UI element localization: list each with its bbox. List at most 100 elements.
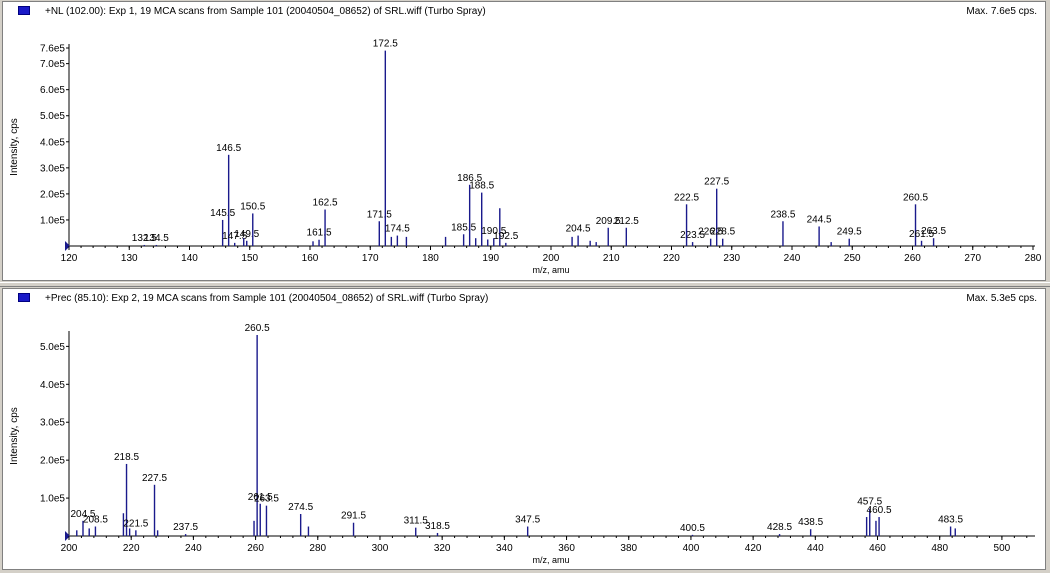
peak-label: 274.5 bbox=[288, 502, 313, 513]
peak-label: 209.5 bbox=[596, 216, 621, 227]
x-tick-label: 270 bbox=[964, 253, 981, 264]
x-tick-label: 400 bbox=[683, 543, 700, 554]
x-tick-label: 500 bbox=[994, 543, 1011, 554]
peak-label: 223.5 bbox=[680, 230, 705, 241]
x-tick-label: 340 bbox=[496, 543, 513, 554]
y-tick-label: 4.0e5 bbox=[40, 380, 65, 391]
x-tick-label: 300 bbox=[372, 543, 389, 554]
x-tick-label: 250 bbox=[844, 253, 861, 264]
x-tick-label: 320 bbox=[434, 543, 451, 554]
peak-label: 174.5 bbox=[385, 224, 410, 235]
peak-label: 134.5 bbox=[144, 233, 169, 244]
peak-label: 218.5 bbox=[114, 452, 139, 463]
pane-header: +NL (102.00): Exp 1, 19 MCA scans from S… bbox=[3, 2, 1045, 20]
baseline-marker-icon bbox=[65, 241, 70, 251]
peak-label: 311.5 bbox=[404, 516, 429, 527]
x-tick-label: 260 bbox=[904, 253, 921, 264]
x-tick-label: 380 bbox=[620, 543, 637, 554]
y-tick-label: 1.0e5 bbox=[40, 215, 65, 226]
x-tick-label: 420 bbox=[745, 543, 762, 554]
x-tick-label: 460 bbox=[869, 543, 886, 554]
baseline-marker-icon bbox=[65, 531, 70, 541]
x-tick-label: 170 bbox=[362, 253, 379, 264]
peak-label: 132.5 bbox=[132, 233, 157, 244]
peak-label: 192.5 bbox=[493, 231, 518, 242]
x-tick-label: 440 bbox=[807, 543, 824, 554]
x-tick-label: 240 bbox=[784, 253, 801, 264]
pane-max-intensity: Max. 7.6e5 cps. bbox=[966, 6, 1037, 17]
peak-label: 263.5 bbox=[921, 226, 946, 237]
peak-label: 347.5 bbox=[515, 515, 540, 526]
peak-label: 221.5 bbox=[123, 518, 148, 529]
peak-label: 400.5 bbox=[680, 523, 705, 534]
peak-label: 208.5 bbox=[83, 515, 108, 526]
peak-label: 249.5 bbox=[837, 227, 862, 238]
peak-label: 171.5 bbox=[367, 209, 392, 220]
peak-label: 186.5 bbox=[457, 173, 482, 184]
peak-label: 222.5 bbox=[674, 192, 699, 203]
x-tick-label: 120 bbox=[61, 253, 78, 264]
peak-label: 162.5 bbox=[313, 198, 338, 209]
y-tick-label: 7.6e5 bbox=[40, 44, 65, 55]
peak-label: 227.5 bbox=[142, 473, 167, 484]
spectrum-chart-2[interactable]: 200 220 240 260 280 300 320 340 360 380 400 420 440 4… bbox=[3, 289, 1045, 569]
spectrum-chart-1[interactable]: 120 130 140 150 160 170 180 190 200 210 220 230 240 2… bbox=[3, 2, 1045, 280]
y-tick-label: 5.0e5 bbox=[40, 111, 65, 122]
pane-splitter[interactable] bbox=[0, 282, 1050, 287]
peak-label: 237.5 bbox=[173, 522, 198, 533]
peak-label: 438.5 bbox=[798, 517, 823, 528]
x-tick-label: 220 bbox=[123, 543, 140, 554]
peak-label: 260.5 bbox=[245, 323, 270, 334]
peak-label: 457.5 bbox=[857, 497, 882, 508]
peak-label: 145.5 bbox=[210, 208, 235, 219]
peak-label: 204.5 bbox=[566, 224, 591, 235]
x-tick-label: 210 bbox=[603, 253, 620, 264]
x-axis-label: m/z, amu bbox=[532, 265, 569, 275]
y-tick-label: 6.0e5 bbox=[40, 85, 65, 96]
peak-label: 226.5 bbox=[698, 227, 723, 238]
peak-label: 244.5 bbox=[807, 214, 832, 225]
y-tick-label: 2.0e5 bbox=[40, 189, 65, 200]
peak-label: 172.5 bbox=[373, 39, 398, 50]
y-tick-label: 3.0e5 bbox=[40, 163, 65, 174]
x-tick-label: 220 bbox=[663, 253, 680, 264]
peak-label: 150.5 bbox=[240, 201, 265, 212]
peak-label: 318.5 bbox=[425, 521, 450, 532]
x-tick-label: 200 bbox=[61, 543, 78, 554]
peak-label: 263.5 bbox=[254, 494, 279, 505]
x-tick-label: 280 bbox=[1025, 253, 1042, 264]
peak-label: 428.5 bbox=[767, 522, 792, 533]
peak-label: 149.5 bbox=[234, 229, 259, 240]
y-tick-label: 5.0e5 bbox=[40, 342, 65, 353]
x-tick-label: 360 bbox=[558, 543, 575, 554]
x-tick-label: 480 bbox=[931, 543, 948, 554]
x-tick-label: 160 bbox=[302, 253, 319, 264]
peak-label: 161.5 bbox=[307, 228, 332, 239]
peak-label: 460.5 bbox=[867, 505, 892, 516]
pane-marker-icon[interactable] bbox=[18, 6, 30, 15]
x-tick-label: 200 bbox=[543, 253, 560, 264]
pane-max-intensity: Max. 5.3e5 cps. bbox=[966, 293, 1037, 304]
x-tick-label: 190 bbox=[482, 253, 499, 264]
pane-marker-icon[interactable] bbox=[18, 293, 30, 302]
spectrum-pane-2[interactable]: +Prec (85.10): Exp 2, 19 MCA scans from … bbox=[2, 288, 1046, 570]
x-tick-label: 230 bbox=[723, 253, 740, 264]
peak-label: 227.5 bbox=[704, 177, 729, 188]
y-tick-label: 7.0e5 bbox=[40, 59, 65, 70]
y-tick-label: 1.0e5 bbox=[40, 494, 65, 505]
peak-label: 228.5 bbox=[710, 227, 735, 238]
y-axis-label: Intensity, cps bbox=[9, 407, 20, 465]
peak-label: 483.5 bbox=[938, 515, 963, 526]
pane-title: +NL (102.00): Exp 1, 19 MCA scans from S… bbox=[45, 6, 486, 17]
y-tick-label: 4.0e5 bbox=[40, 137, 65, 148]
peak-label: 261.5 bbox=[909, 229, 934, 240]
spectrum-pane-1[interactable]: +NL (102.00): Exp 1, 19 MCA scans from S… bbox=[2, 1, 1046, 281]
x-axis-label: m/z, amu bbox=[532, 555, 569, 565]
x-tick-label: 240 bbox=[185, 543, 202, 554]
peak-label: 185.5 bbox=[451, 222, 476, 233]
x-tick-label: 150 bbox=[241, 253, 258, 264]
peak-label: 260.5 bbox=[903, 192, 928, 203]
pane-title: +Prec (85.10): Exp 2, 19 MCA scans from … bbox=[45, 293, 489, 304]
peak-label: 188.5 bbox=[469, 181, 494, 192]
peak-label: 190.5 bbox=[481, 226, 506, 237]
